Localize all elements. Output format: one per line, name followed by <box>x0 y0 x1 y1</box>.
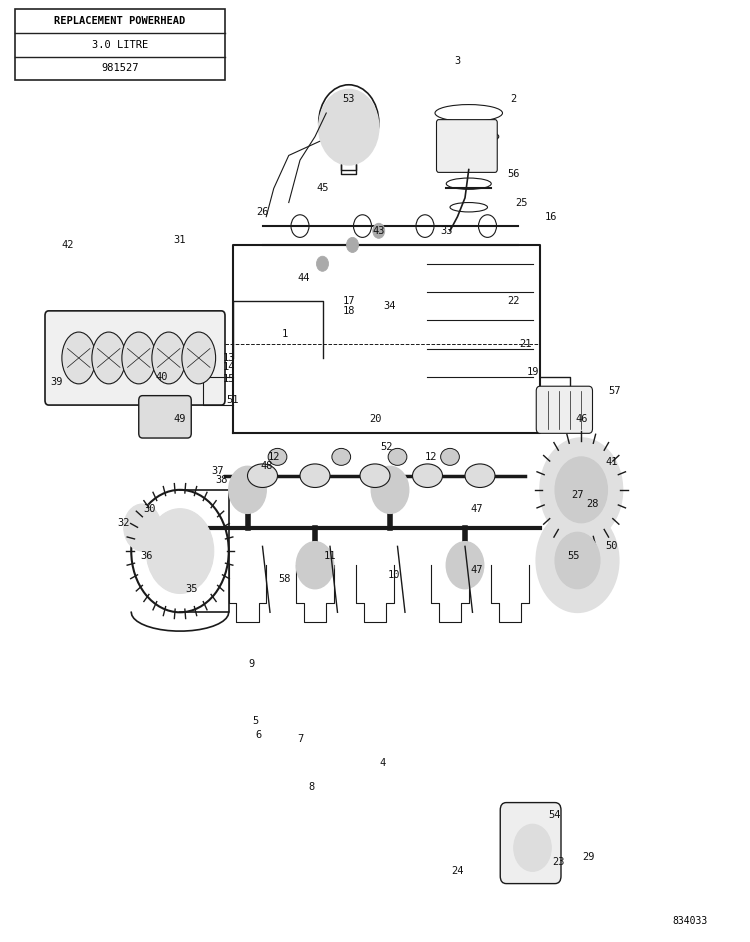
Text: 12: 12 <box>268 452 280 462</box>
Bar <box>15 9 225 80</box>
Ellipse shape <box>413 464 442 488</box>
Text: 3: 3 <box>454 57 460 66</box>
Text: 32: 32 <box>118 518 130 528</box>
Ellipse shape <box>122 333 156 384</box>
Ellipse shape <box>62 333 96 384</box>
Text: 16: 16 <box>545 212 557 221</box>
Text: 53: 53 <box>343 94 355 104</box>
Text: 20: 20 <box>369 414 381 424</box>
Ellipse shape <box>268 448 286 465</box>
Text: 9: 9 <box>248 659 254 669</box>
Text: 46: 46 <box>575 414 587 424</box>
Text: 27: 27 <box>572 490 584 499</box>
Text: 57: 57 <box>609 386 621 396</box>
Text: 51: 51 <box>226 396 238 405</box>
Text: 12: 12 <box>425 452 437 462</box>
Circle shape <box>346 237 358 252</box>
Circle shape <box>555 532 600 589</box>
Text: 5: 5 <box>252 716 258 725</box>
Text: 834033: 834033 <box>672 917 708 926</box>
Text: 13: 13 <box>223 353 235 363</box>
Text: 17: 17 <box>343 297 355 306</box>
Circle shape <box>555 457 608 523</box>
Text: 29: 29 <box>583 853 595 862</box>
FancyBboxPatch shape <box>45 311 225 405</box>
Circle shape <box>514 824 551 871</box>
Text: 36: 36 <box>140 551 152 560</box>
Text: 25: 25 <box>515 198 527 207</box>
Ellipse shape <box>441 448 459 465</box>
Text: 47: 47 <box>470 504 482 513</box>
Ellipse shape <box>248 464 278 488</box>
FancyBboxPatch shape <box>139 396 191 438</box>
Text: REPLACEMENT POWERHEAD: REPLACEMENT POWERHEAD <box>54 16 186 26</box>
Circle shape <box>124 504 161 551</box>
Text: 42: 42 <box>62 240 74 250</box>
Text: 43: 43 <box>373 226 385 236</box>
Text: 44: 44 <box>298 273 310 283</box>
Text: 28: 28 <box>586 499 598 509</box>
FancyBboxPatch shape <box>536 386 592 433</box>
Text: 40: 40 <box>155 372 167 382</box>
Ellipse shape <box>152 333 186 384</box>
Text: 38: 38 <box>215 476 227 485</box>
Text: 23: 23 <box>553 857 565 867</box>
Text: 4: 4 <box>380 758 386 768</box>
Text: 41: 41 <box>605 457 617 466</box>
Text: 10: 10 <box>388 570 400 579</box>
Circle shape <box>316 256 328 271</box>
Text: 52: 52 <box>380 443 392 452</box>
Circle shape <box>229 466 266 513</box>
Text: 7: 7 <box>297 735 303 744</box>
Text: 35: 35 <box>185 584 197 593</box>
Text: 6: 6 <box>256 730 262 739</box>
Ellipse shape <box>388 448 406 465</box>
Circle shape <box>371 466 409 513</box>
Text: 50: 50 <box>605 542 617 551</box>
Text: 2: 2 <box>511 94 517 104</box>
Text: 55: 55 <box>568 551 580 560</box>
Text: 22: 22 <box>508 297 520 306</box>
Text: 47: 47 <box>470 565 482 575</box>
Text: 15: 15 <box>223 374 235 383</box>
Text: 56: 56 <box>508 170 520 179</box>
FancyBboxPatch shape <box>436 120 497 172</box>
Text: 18: 18 <box>343 306 355 316</box>
Circle shape <box>446 542 484 589</box>
Circle shape <box>319 89 379 165</box>
Text: 21: 21 <box>519 339 531 349</box>
Text: 24: 24 <box>452 867 464 876</box>
Ellipse shape <box>360 464 390 488</box>
Text: 26: 26 <box>256 207 268 217</box>
Text: 34: 34 <box>384 301 396 311</box>
Ellipse shape <box>92 333 125 384</box>
Text: 31: 31 <box>174 236 186 245</box>
Circle shape <box>540 438 622 542</box>
Text: 37: 37 <box>211 466 223 476</box>
Text: 54: 54 <box>549 810 561 820</box>
Text: 14: 14 <box>223 363 235 372</box>
Text: 58: 58 <box>279 575 291 584</box>
Text: 48: 48 <box>260 462 272 471</box>
Text: 11: 11 <box>324 551 336 560</box>
Ellipse shape <box>332 448 350 465</box>
Ellipse shape <box>300 464 330 488</box>
Text: 39: 39 <box>50 377 62 386</box>
Text: 981527: 981527 <box>101 63 139 73</box>
Circle shape <box>296 542 334 589</box>
Circle shape <box>373 223 385 238</box>
Circle shape <box>536 509 619 612</box>
Text: 49: 49 <box>174 414 186 424</box>
Text: 1: 1 <box>282 330 288 339</box>
Text: 8: 8 <box>308 782 314 791</box>
Text: 30: 30 <box>144 504 156 513</box>
Circle shape <box>146 509 214 593</box>
Text: 19: 19 <box>526 367 538 377</box>
Text: 33: 33 <box>440 226 452 236</box>
Ellipse shape <box>465 464 495 488</box>
Text: 3.0 LITRE: 3.0 LITRE <box>92 40 148 50</box>
Ellipse shape <box>182 333 216 384</box>
Text: 45: 45 <box>316 184 328 193</box>
FancyBboxPatch shape <box>500 803 561 884</box>
